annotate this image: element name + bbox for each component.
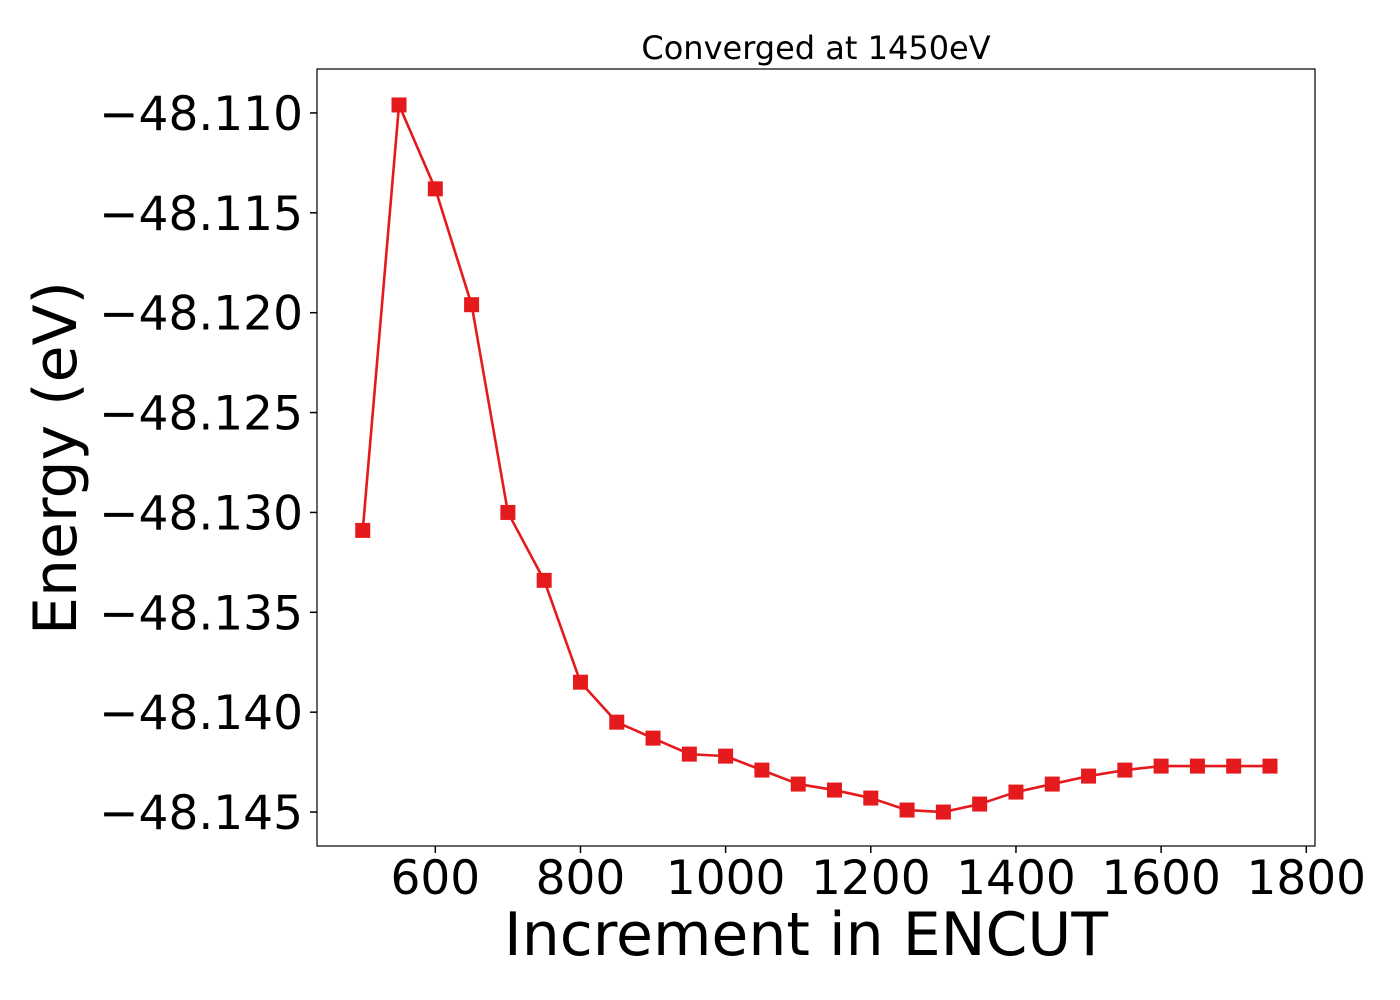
data-point-marker — [1153, 758, 1169, 774]
y-tick-label: −48.125 — [99, 387, 303, 442]
x-tick-label: 1800 — [1246, 851, 1366, 906]
plot-area: 600 800 1000 1200 1400 1600 1800 −48.110 −48.115… — [99, 68, 1366, 906]
x-axis-title: Increment in ENCUT — [504, 900, 1108, 970]
data-point-marker — [464, 297, 480, 313]
x-tick-label: 1600 — [1101, 851, 1221, 906]
data-point-marker — [500, 504, 516, 520]
y-tick-label: −48.135 — [99, 586, 303, 641]
y-tick-label: −48.140 — [99, 686, 303, 741]
data-point-marker — [1044, 776, 1060, 792]
data-point-marker — [827, 782, 843, 798]
data-point-marker — [609, 714, 625, 730]
y-tick-label: −48.130 — [99, 486, 303, 541]
data-point-marker — [681, 746, 697, 762]
data-point-marker — [355, 522, 371, 538]
data-point-marker — [790, 776, 806, 792]
data-point-marker — [1081, 768, 1097, 784]
y-tick-label: −48.145 — [99, 786, 303, 841]
y-tick-label: −48.115 — [99, 187, 303, 242]
data-point-marker — [645, 730, 661, 746]
data-point-marker — [536, 572, 552, 588]
data-point-marker — [1262, 758, 1278, 774]
x-tick-label: 600 — [390, 851, 480, 906]
data-point-marker — [427, 181, 443, 197]
data-point-marker — [1117, 762, 1133, 778]
x-tick-label: 800 — [536, 851, 626, 906]
y-axis-title: Energy (eV) — [21, 281, 91, 635]
y-tick-label: −48.120 — [99, 287, 303, 342]
plot-frame — [316, 68, 1316, 847]
x-tick-label: 1400 — [956, 851, 1076, 906]
x-tick-label: 1200 — [811, 851, 931, 906]
y-tick-label: −48.110 — [99, 87, 303, 142]
data-point-marker — [572, 674, 588, 690]
data-point-marker — [1226, 758, 1242, 774]
data-point-marker — [1189, 758, 1205, 774]
data-point-marker — [899, 802, 915, 818]
data-point-marker — [972, 796, 988, 812]
data-point-marker — [754, 762, 770, 778]
data-point-marker — [718, 748, 734, 764]
data-point-marker — [863, 790, 879, 806]
data-point-marker — [935, 804, 951, 820]
data-point-marker — [391, 97, 407, 113]
data-point-marker — [1008, 784, 1024, 800]
x-tick-label: 1000 — [666, 851, 786, 906]
chart-title: Converged at 1450eV — [641, 29, 990, 67]
